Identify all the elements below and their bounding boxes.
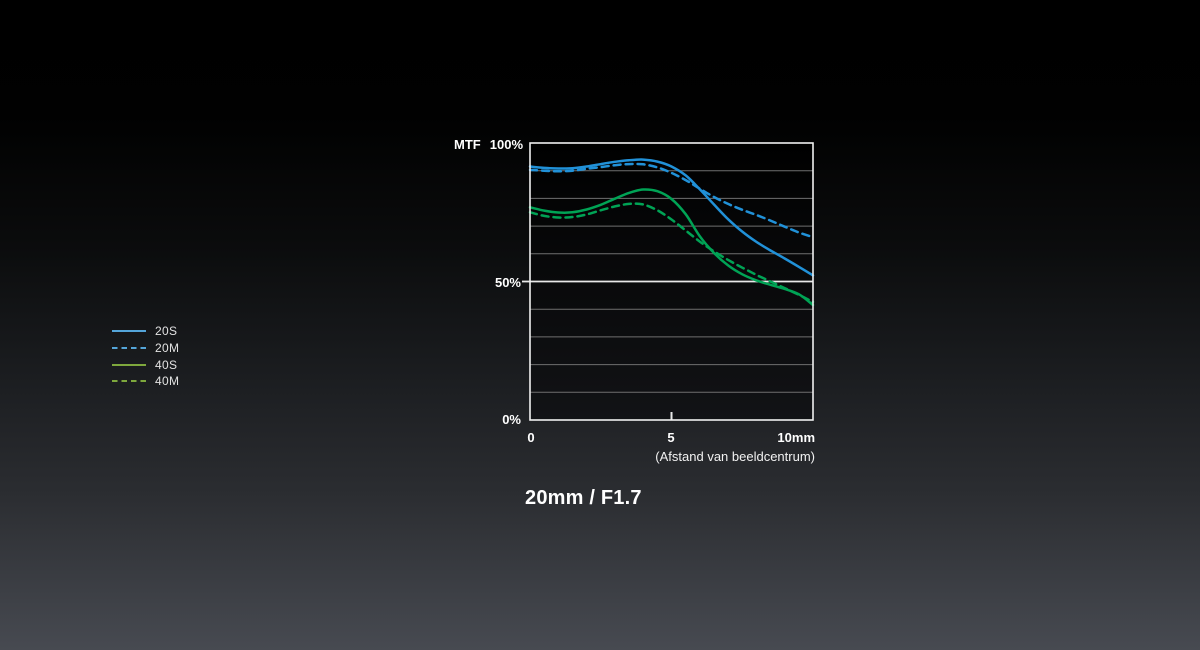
legend-label: 40S xyxy=(155,357,178,372)
line-swatch-dashed-blue-icon xyxy=(112,347,146,350)
legend-item-40s: 40S xyxy=(112,356,179,373)
plot-border xyxy=(529,142,814,421)
legend-label: 20S xyxy=(155,324,178,339)
legend-label: 40M xyxy=(155,374,180,389)
x-tick-10mm: 10mm xyxy=(777,430,815,445)
legend-item-20m: 20M xyxy=(112,340,179,357)
line-swatch-dashed-green-icon xyxy=(112,380,146,383)
x-axis-caption: (Afstand van beeldcentrum) xyxy=(655,449,815,464)
curve-40s xyxy=(528,188,815,307)
mtf-plot xyxy=(522,142,815,421)
y-tick-50: 50% xyxy=(494,275,521,290)
y-tick-100: 100% xyxy=(489,137,523,152)
x-tick-5: 5 xyxy=(667,430,675,445)
legend-item-40m: 40M xyxy=(112,373,179,390)
line-swatch-solid-blue-icon xyxy=(112,330,146,333)
y-tick-0: 0% xyxy=(502,412,521,427)
chart-legend: 20S 20M 40S 40M xyxy=(112,323,179,390)
y-axis-title-row: MTF 100% xyxy=(0,137,523,152)
y-axis-title: MTF xyxy=(454,137,481,152)
legend-item-20s: 20S xyxy=(112,323,179,340)
x-tick-0: 0 xyxy=(527,430,535,445)
legend-label: 20M xyxy=(155,341,180,356)
chart-title: 20mm / F1.7 xyxy=(525,487,642,509)
curve-20s xyxy=(528,158,815,277)
curve-20m xyxy=(528,162,815,239)
line-swatch-solid-green-icon xyxy=(112,363,146,366)
curve-40m xyxy=(528,202,815,304)
